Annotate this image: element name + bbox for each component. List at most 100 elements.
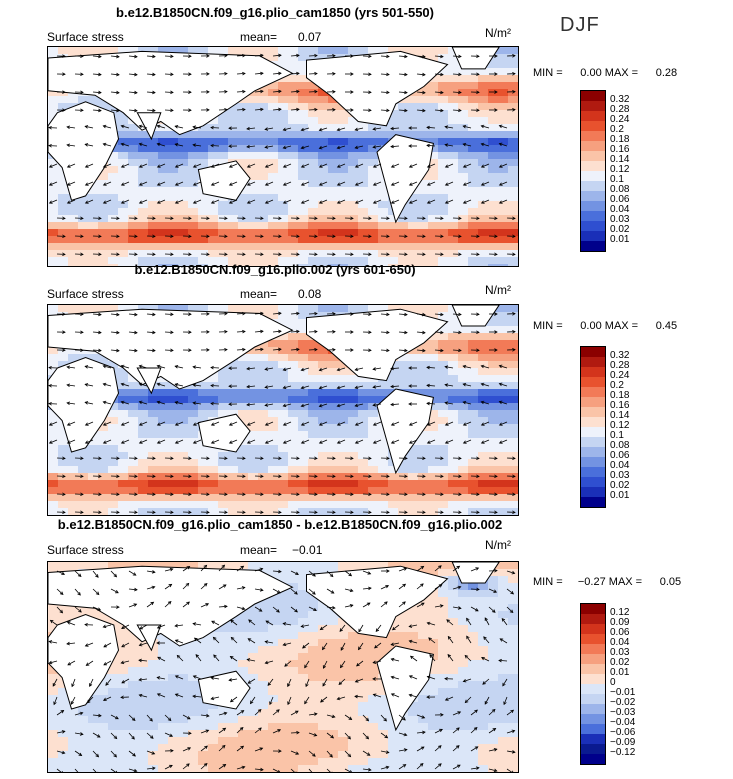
panel-3-mean-label: mean= [240,543,278,557]
panel-3-min-value: −0.27 [577,576,606,588]
colorbar-cell [581,497,605,507]
colorbar-tick-label: 0.16 [610,144,630,155]
colorbar-tick-label: −0.01 [610,687,636,698]
colorbar-tick-label: 0.01 [610,490,630,501]
panel-1-title: b.e12.B1850CN.f09_g16.plio_cam1850 (yrs … [116,5,434,20]
panel-3-colorbar [580,603,606,765]
colorbar-tick-label: 0.14 [610,410,630,421]
wind-stress-vectors [48,311,516,515]
colorbar-cell [581,161,605,171]
colorbar-cell [581,754,605,764]
colorbar-tick-label: 0.02 [610,224,630,235]
colorbar-tick-label: −0.02 [610,697,636,708]
colorbar-cell [581,614,605,624]
colorbar-tick-label: 0 [610,677,616,688]
panel-1-min-value: 0.00 [580,67,602,79]
colorbar-tick-label: 0.03 [610,647,630,658]
colorbar-cell [581,624,605,634]
panel-2-map [47,304,519,516]
panel-1-colorbar-ticks: 0.32 0.28 0.24 0.2 0.18 0.16 0.14 0.12 0.1 0.08 0.… [610,90,660,250]
panel-3-units: N/m² [485,538,511,552]
colorbar-cell [581,447,605,457]
colorbar-tick-label: 0.32 [610,94,630,105]
colorbar-tick-label: −0.06 [610,727,636,738]
colorbar-cell [581,397,605,407]
panel-3-colorbar-ticks: 0.12 0.09 0.06 0.04 0.03 0.02 0.01 0 −0.01 −0.02−… [610,603,660,763]
panel-2-mean-value: 0.08 [298,287,322,301]
wind-stress-vectors [48,53,516,257]
colorbar-cell [581,724,605,734]
colorbar-cell [581,231,605,241]
panel-1-colorbar [580,90,606,252]
colorbar-tick-label: 0.1 [610,174,624,185]
colorbar-cell [581,387,605,397]
panel-3-max-label: MAX = [608,576,643,588]
colorbar-cell [581,377,605,387]
colorbar-cell [581,634,605,644]
colorbar-tick-label: 0.01 [610,234,630,245]
panel-2-title: b.e12.B1850CN.f09_g16.plio.002 (yrs 601-… [134,262,416,277]
colorbar-tick-label: −0.04 [610,717,636,728]
panel-3-map-svg [48,562,518,772]
colorbar-cell [581,211,605,221]
colorbar-cell [581,467,605,477]
wind-stress-vectors [48,564,516,772]
panel-3-minmax: MIN = −0.27 MAX = 0.05 [533,576,681,588]
colorbar-cell [581,487,605,497]
colorbar-tick-label: −0.09 [610,737,636,748]
colorbar-tick-label: 0.28 [610,360,630,371]
panel-2-min-label: MIN = [533,320,563,332]
colorbar-cell [581,241,605,251]
colorbar-cell [581,664,605,674]
colorbar-cell [581,644,605,654]
panel-2-mean-label: mean= [240,287,278,301]
colorbar-cell [581,357,605,367]
panel-2-field-label: Surface stress [47,287,124,301]
colorbar-cell [581,91,605,101]
colorbar-tick-label: 0.12 [610,420,630,431]
panel-1-minmax: MIN = 0.00 MAX = 0.28 [533,67,677,79]
colorbar-cell [581,201,605,211]
colorbar-cell [581,674,605,684]
colorbar-tick-label: 0.12 [610,607,630,618]
colorbar-cell [581,367,605,377]
panel-3-map [47,561,519,773]
panel-3-field-label: Surface stress [47,543,124,557]
panel-2-max-value: 0.45 [655,320,678,332]
colorbar-cell [581,141,605,151]
colorbar-cell [581,437,605,447]
continents [48,562,500,732]
panel-1-max-label: MAX = [604,67,639,79]
panel-1-min-label: MIN = [533,67,563,79]
colorbar-cell [581,654,605,664]
panel-3-min-label: MIN = [533,576,563,588]
colorbar-tick-label: 0.08 [610,440,630,451]
colorbar-tick-label: 0.04 [610,204,630,215]
colorbar-tick-label: 0.32 [610,350,630,361]
colorbar-cell [581,347,605,357]
colorbar-cell [581,417,605,427]
colorbar-tick-label: 0.03 [610,470,630,481]
colorbar-cell [581,704,605,714]
colorbar-tick-label: 0.08 [610,184,630,195]
colorbar-cell [581,151,605,161]
continents [48,47,500,224]
colorbar-cell [581,684,605,694]
colorbar-tick-label: 0.06 [610,450,630,461]
colorbar-tick-label: 0.01 [610,667,630,678]
colorbar-cell [581,221,605,231]
colorbar-tick-label: 0.12 [610,164,630,175]
colorbar-tick-label: 0.28 [610,104,630,115]
colorbar-tick-label: 0.09 [610,617,630,628]
panel-3-title: b.e12.B1850CN.f09_g16.plio_cam1850 - b.e… [57,517,503,532]
colorbar-tick-label: −0.12 [610,747,636,758]
colorbar-cell [581,714,605,724]
panel-1-map [47,46,519,267]
panel-2-units: N/m² [485,283,511,297]
colorbar-tick-label: 0.06 [610,194,630,205]
colorbar-tick-label: 0.16 [610,400,630,411]
panel-2-min-value: 0.00 [580,320,602,332]
colorbar-cell [581,171,605,181]
colorbar-tick-label: 0.04 [610,460,630,471]
colorbar-tick-label: 0.18 [610,134,630,145]
